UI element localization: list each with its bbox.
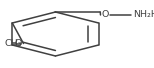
Text: O: O	[15, 39, 22, 48]
Text: CH₃: CH₃	[5, 39, 22, 48]
Text: O: O	[102, 10, 109, 19]
Text: NH₂HCl: NH₂HCl	[133, 10, 154, 19]
